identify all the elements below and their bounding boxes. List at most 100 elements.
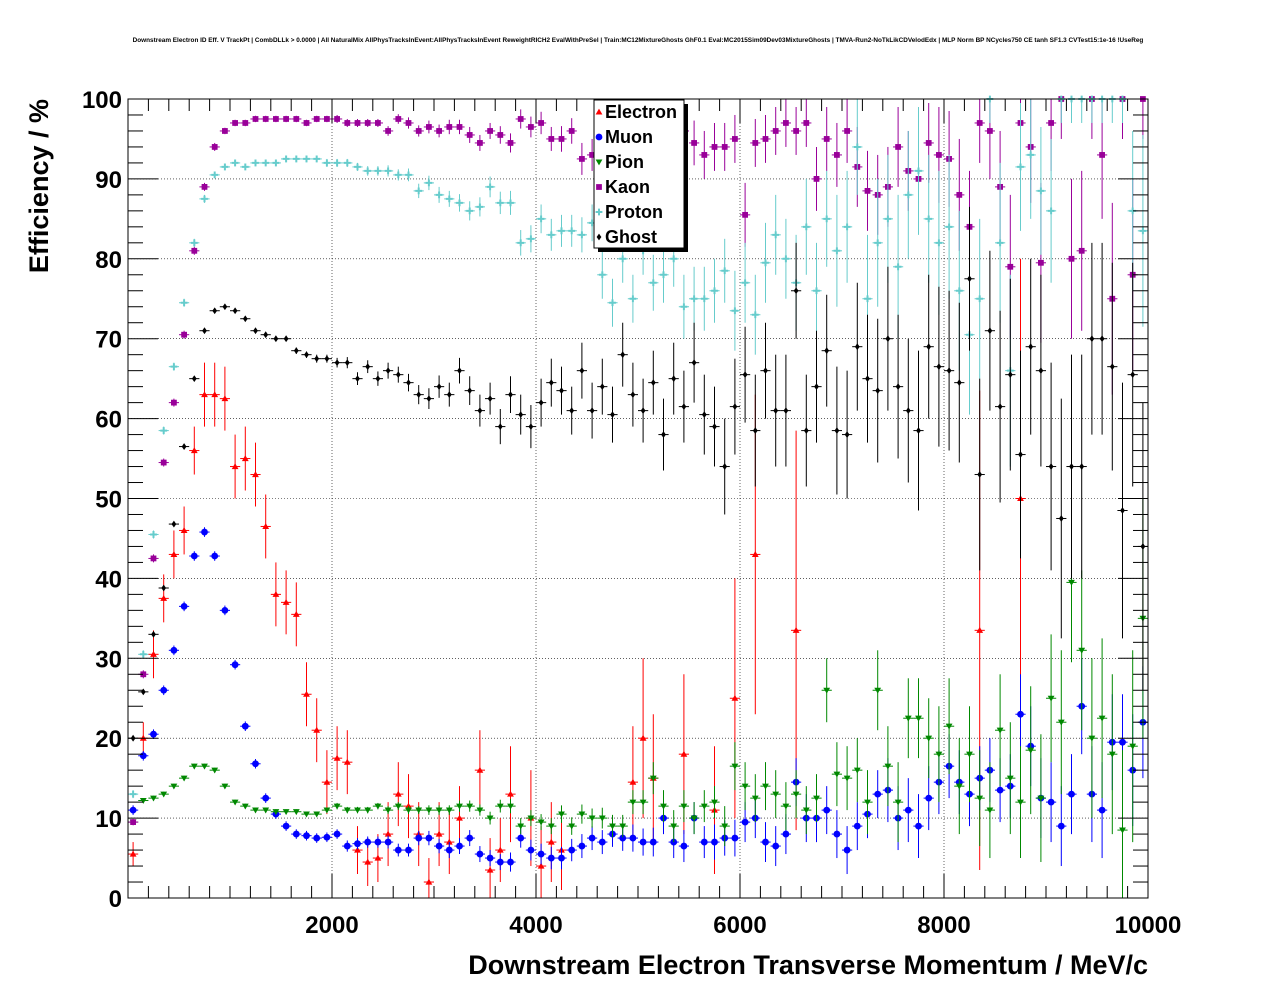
y-tick-label: 0 (109, 886, 122, 913)
data-point (374, 167, 382, 175)
data-point (517, 116, 524, 122)
data-point (241, 722, 249, 730)
data-point (874, 239, 882, 247)
data-point (680, 750, 688, 757)
data-point (507, 803, 514, 810)
data-point (936, 152, 942, 158)
data-point (558, 854, 565, 862)
data-point (803, 427, 809, 434)
data-point (160, 594, 168, 601)
data-point (456, 803, 463, 810)
data-point (364, 167, 372, 175)
x-axis-title: Downstream Electron Transverse Momentum … (468, 950, 1148, 980)
data-point (834, 152, 840, 158)
data-point (415, 128, 422, 134)
data-point (364, 838, 372, 846)
data-point (303, 811, 310, 818)
data-point (700, 803, 708, 810)
data-point (384, 167, 392, 175)
data-point (241, 455, 249, 462)
data-point (976, 626, 984, 633)
data-point (343, 159, 351, 167)
data-point (782, 255, 790, 263)
data-point (987, 327, 993, 335)
data-point (1068, 255, 1075, 262)
data-point (222, 128, 228, 134)
data-point (517, 239, 525, 247)
data-point (1068, 579, 1075, 586)
data-point (996, 786, 1004, 794)
data-point (894, 263, 902, 271)
data-point (527, 846, 535, 854)
data-point (599, 383, 605, 391)
data-point (303, 690, 310, 697)
data-point (283, 335, 289, 343)
data-point (731, 307, 739, 315)
data-point (426, 124, 432, 130)
data-point (405, 807, 412, 814)
data-point (528, 124, 534, 130)
data-point (711, 287, 718, 295)
data-point (874, 687, 882, 694)
data-point (732, 403, 738, 411)
data-point (1047, 207, 1055, 215)
data-point (956, 379, 962, 387)
data-point (129, 790, 137, 798)
legend-marker-kaon (596, 184, 602, 190)
data-point (436, 128, 442, 134)
data-point (242, 315, 248, 323)
data-point (609, 823, 616, 830)
data-point (456, 814, 463, 821)
data-point (282, 809, 290, 816)
data-point (762, 259, 769, 267)
data-point (772, 128, 779, 134)
data-point (843, 846, 851, 854)
data-point (527, 815, 535, 822)
data-point (364, 858, 372, 865)
data-point (272, 159, 280, 167)
data-point (936, 363, 942, 371)
data-point (333, 803, 341, 810)
data-point (782, 803, 790, 810)
data-point (171, 520, 177, 528)
data-point (537, 215, 545, 223)
data-point (722, 463, 728, 470)
data-point (670, 255, 678, 263)
data-point (221, 163, 229, 171)
data-point (466, 207, 474, 215)
data-point (537, 819, 545, 826)
data-point (222, 303, 228, 311)
data-point (885, 335, 891, 343)
data-point (721, 267, 729, 275)
data-point (487, 128, 493, 134)
data-point (232, 307, 238, 315)
data-point (364, 807, 372, 814)
data-point (211, 144, 218, 150)
data-point (916, 427, 921, 434)
x-tick-label: 4000 (509, 912, 562, 939)
data-point (793, 287, 799, 295)
data-point (1088, 735, 1096, 742)
data-point (191, 247, 198, 254)
data-point (201, 528, 208, 536)
data-point (711, 144, 718, 150)
data-point (190, 239, 198, 247)
data-point (435, 842, 443, 850)
data-point (170, 551, 178, 557)
data-point (925, 215, 933, 223)
data-point (772, 791, 780, 798)
data-point (792, 791, 800, 798)
data-point (283, 116, 289, 122)
data-point (558, 811, 565, 818)
data-point (833, 830, 841, 838)
data-point (895, 144, 901, 150)
data-point (813, 795, 820, 802)
data-point (496, 846, 504, 853)
data-point (170, 783, 178, 790)
data-point (405, 846, 412, 854)
data-point (1079, 463, 1085, 470)
data-point (843, 775, 851, 782)
data-point (333, 159, 341, 167)
data-point (314, 355, 320, 363)
